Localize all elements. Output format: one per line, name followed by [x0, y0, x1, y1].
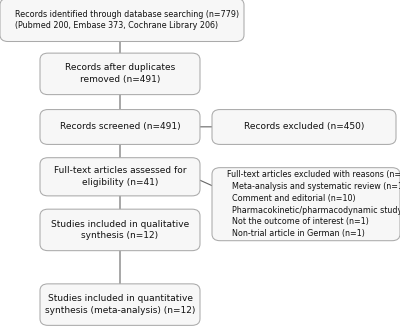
FancyBboxPatch shape — [40, 110, 200, 144]
FancyBboxPatch shape — [212, 110, 396, 144]
Text: Records identified through database searching (n=779)
(Pubmed 200, Embase 373, C: Records identified through database sear… — [15, 10, 239, 30]
FancyBboxPatch shape — [0, 0, 244, 42]
Text: Full-text articles assessed for
eligibility (n=41): Full-text articles assessed for eligibil… — [54, 166, 186, 187]
Text: Records screened (n=491): Records screened (n=491) — [60, 123, 180, 131]
Text: Records after duplicates
removed (n=491): Records after duplicates removed (n=491) — [65, 63, 175, 84]
FancyBboxPatch shape — [40, 158, 200, 196]
FancyBboxPatch shape — [212, 168, 400, 241]
FancyBboxPatch shape — [40, 53, 200, 95]
Text: Studies included in quantitative
synthesis (meta-analysis) (n=12): Studies included in quantitative synthes… — [45, 294, 195, 315]
FancyBboxPatch shape — [40, 284, 200, 325]
Text: Records excluded (n=450): Records excluded (n=450) — [244, 123, 364, 131]
FancyBboxPatch shape — [40, 209, 200, 251]
Text: Full-text articles excluded with reasons (n=29)
  Meta-analysis and systematic r: Full-text articles excluded with reasons… — [227, 170, 400, 238]
Text: Studies included in qualitative
synthesis (n=12): Studies included in qualitative synthesi… — [51, 219, 189, 240]
